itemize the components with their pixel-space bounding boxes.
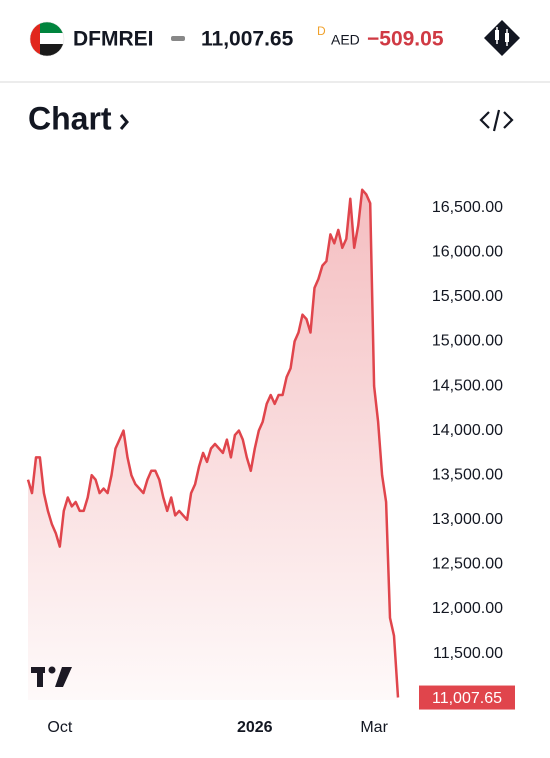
y-tick-label: 11,500.00	[433, 645, 503, 662]
x-tick-label: Oct	[47, 719, 72, 736]
y-tick-label: 14,500.00	[432, 377, 503, 394]
y-tick-label: 16,500.00	[432, 199, 503, 216]
y-tick-label: 15,500.00	[432, 288, 503, 305]
y-tick-label: 13,500.00	[432, 466, 503, 483]
y-tick-label: 12,000.00	[432, 600, 503, 617]
section-title[interactable]: Chart	[28, 100, 112, 136]
embed-icon[interactable]	[479, 109, 514, 132]
x-tick-label: 2026	[237, 719, 273, 736]
y-tick-label: 14,000.00	[432, 422, 503, 439]
x-tick-label: Mar	[360, 719, 388, 736]
flag-icon	[30, 22, 64, 56]
y-tick-label: 12,500.00	[432, 556, 503, 573]
chevron[interactable]	[119, 114, 129, 130]
y-tick-label: 13,000.00	[432, 511, 503, 528]
y-tick-label: 15,000.00	[432, 333, 503, 350]
price-flag: D	[317, 24, 326, 38]
chart: 11,500.00 12,000.00 12,500.00 13,000.00 13,5…	[26, 188, 515, 736]
separator	[171, 36, 185, 41]
y-tick-label: 16,000.00	[432, 243, 503, 260]
currency: AED	[331, 32, 360, 48]
last-price-label: 11,007.65	[432, 690, 502, 707]
symbol: DFMREI	[73, 28, 154, 51]
price-line	[26, 188, 400, 698]
last-price-box	[419, 685, 515, 710]
change: −509.05	[367, 28, 444, 51]
badge-icon[interactable]	[484, 20, 520, 56]
area	[28, 189, 398, 701]
price: 11,007.65	[201, 28, 294, 51]
